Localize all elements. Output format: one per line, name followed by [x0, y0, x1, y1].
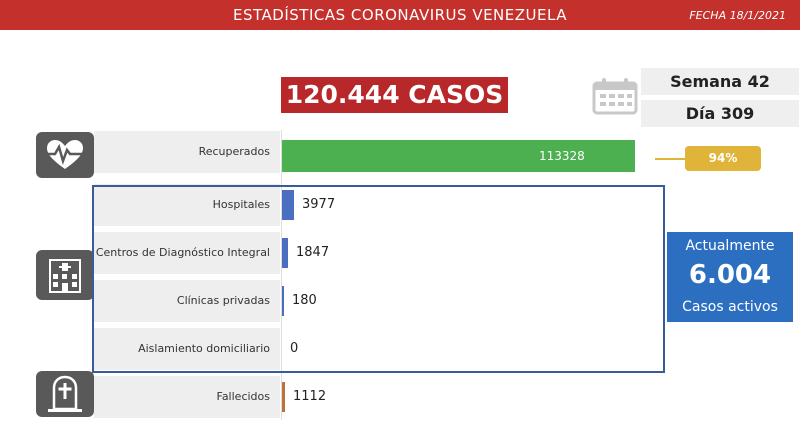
report-date: FECHA 18/1/2021 — [689, 9, 786, 22]
category-label-centros-de-diagnostico-integral: Centros de Diagnóstico Integral — [95, 246, 270, 259]
value-label-recuperados: 113328 — [539, 149, 585, 163]
bar-clinicas-privadas — [282, 286, 284, 316]
row-background-recuperados — [94, 131, 280, 173]
total-cases-badge: 120.444 CASOS — [281, 77, 508, 113]
category-label-aislamiento-domiciliario: Aislamiento domiciliario — [138, 342, 270, 355]
row-background-clinicas-privadas — [94, 280, 280, 322]
category-label-hospitales: Hospitales — [212, 198, 270, 211]
week-label: Semana 42 — [641, 68, 799, 95]
row-background-aislamiento-domiciliario — [94, 328, 280, 370]
value-label-clinicas-privadas: 180 — [292, 293, 317, 308]
value-label-centros-de-diagnostico-integral: 1847 — [296, 245, 330, 260]
value-axis-line — [281, 130, 282, 420]
category-label-recuperados: Recuperados — [198, 145, 270, 158]
active-cases-value: 6.004 — [688, 260, 772, 290]
hospital-icon — [49, 259, 81, 293]
tombstone-tile — [36, 371, 94, 417]
hospital-tile — [36, 250, 94, 300]
bar-recuperados — [282, 140, 635, 172]
tombstone-icon — [48, 375, 82, 412]
bar-hospitales — [282, 190, 294, 220]
recovered-percent-badge: 94% — [685, 146, 761, 171]
bar-fallecidos — [282, 382, 285, 412]
value-label-fallecidos: 1112 — [293, 389, 327, 404]
heartbeat-icon — [45, 140, 85, 169]
day-label: Día 309 — [641, 100, 799, 127]
active-cases-caption-top: Actualmente — [685, 238, 775, 254]
heartbeat-tile — [36, 132, 94, 178]
category-label-fallecidos: Fallecidos — [216, 390, 271, 403]
row-background-centros-de-diagnostico-integral — [94, 232, 280, 274]
row-background-hospitales — [94, 184, 280, 226]
category-label-clinicas-privadas: Clínicas privadas — [176, 294, 270, 307]
bar-centros-de-diagnostico-integral — [282, 238, 288, 268]
row-background-fallecidos — [94, 376, 280, 418]
value-label-hospitales: 3977 — [302, 197, 336, 212]
header-bar: ESTADÍSTICAS CORONAVIRUS VENEZUELA FECHA… — [0, 0, 800, 30]
calendar-icon — [592, 78, 638, 115]
active-cases-box: Actualmente 6.004 Casos activos — [667, 232, 793, 322]
value-label-aislamiento-domiciliario: 0 — [290, 341, 299, 356]
active-cases-caption-bottom: Casos activos — [682, 299, 778, 315]
percent-connector — [655, 158, 685, 160]
page-title: ESTADÍSTICAS CORONAVIRUS VENEZUELA — [233, 6, 567, 24]
hospitalization-group-frame — [92, 185, 665, 373]
